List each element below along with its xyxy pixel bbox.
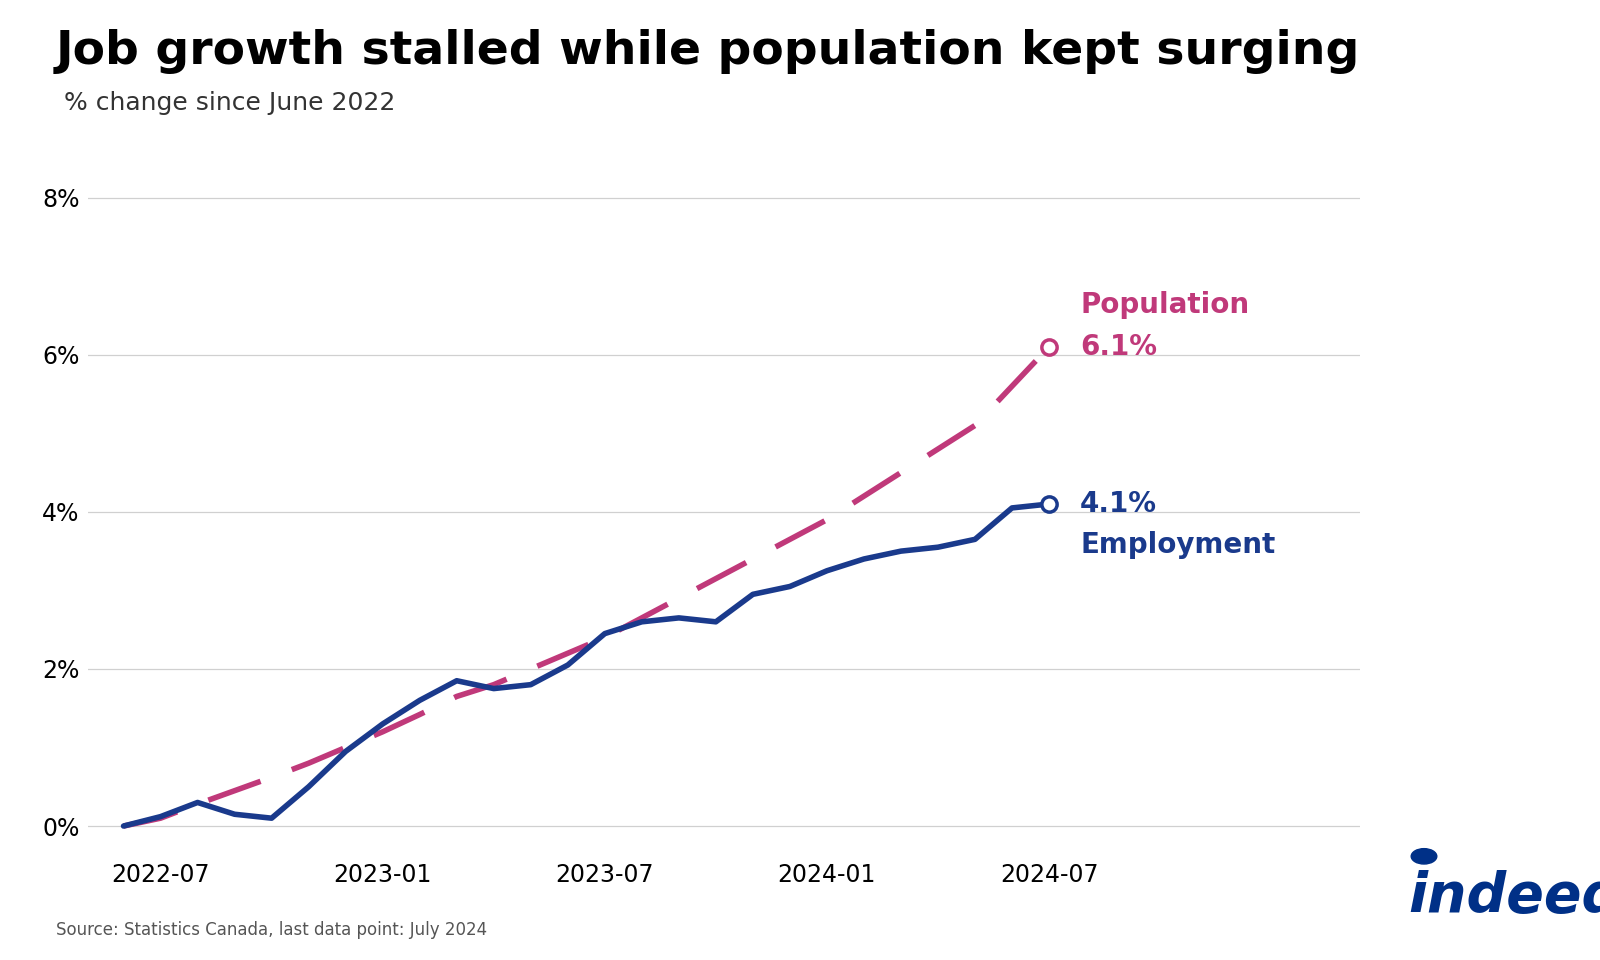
Text: Job growth stalled while population kept surging: Job growth stalled while population kept… — [56, 29, 1360, 74]
Text: % change since June 2022: % change since June 2022 — [64, 91, 395, 115]
Text: Source: Statistics Canada, last data point: July 2024: Source: Statistics Canada, last data poi… — [56, 921, 486, 939]
Text: Employment: Employment — [1080, 532, 1275, 560]
Text: Population: Population — [1080, 292, 1250, 320]
Text: 4.1%: 4.1% — [1080, 490, 1157, 518]
Text: indeed: indeed — [1408, 870, 1600, 924]
Text: 6.1%: 6.1% — [1080, 333, 1157, 361]
